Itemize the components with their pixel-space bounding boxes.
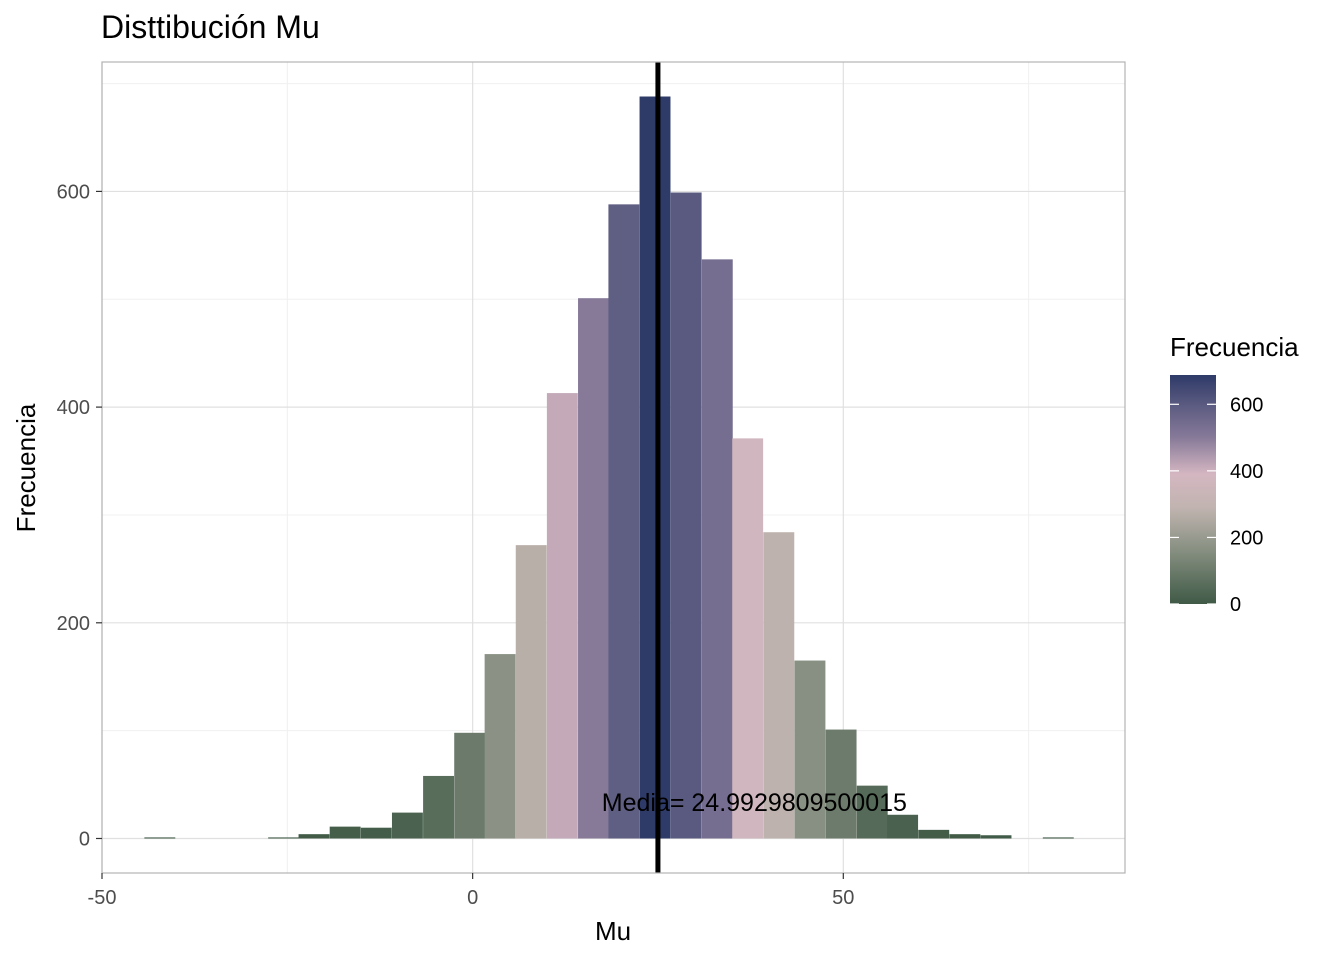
y-tick-label: 400: [57, 397, 90, 419]
histogram-bar: [639, 96, 671, 839]
histogram-bar: [856, 785, 888, 839]
histogram-bar: [298, 834, 330, 839]
x-axis-ticks: -50 0 50: [88, 873, 854, 909]
histogram-bar: [980, 835, 1012, 839]
histogram-bar: [329, 826, 361, 839]
histogram-bar: [701, 259, 733, 839]
histogram-bar: [918, 829, 950, 839]
y-tick-label: 0: [79, 828, 90, 850]
histogram-bar: [144, 837, 176, 839]
x-tick-label: 50: [832, 887, 854, 909]
y-tick-label: 200: [57, 613, 90, 635]
histogram-bars: [144, 96, 1074, 839]
x-tick-label: 0: [467, 887, 478, 909]
legend-tick-label: 200: [1230, 527, 1263, 549]
chart-title: Disttibución Mu: [101, 9, 320, 45]
y-axis-ticks: 0 200 400 600: [57, 181, 102, 850]
histogram-bar: [949, 834, 981, 839]
histogram-bar: [578, 298, 609, 839]
histogram-bar: [268, 837, 300, 839]
y-tick-label: 600: [57, 181, 90, 203]
histogram-bar: [732, 438, 764, 839]
histogram-bar: [546, 393, 578, 839]
mean-annotation: Media= 24.9929809500015: [602, 789, 907, 817]
legend-tick-label: 600: [1230, 394, 1263, 416]
y-axis-title: Frecuencia: [11, 403, 41, 532]
legend-tick-label: 0: [1230, 594, 1241, 616]
histogram-bar: [608, 204, 640, 839]
x-tick-label: -50: [88, 887, 117, 909]
histogram-bar: [794, 660, 826, 839]
legend-tick-label: 400: [1230, 461, 1263, 483]
histogram-bar: [1042, 837, 1074, 839]
legend-colorbar: [1170, 375, 1216, 604]
histogram-bar: [484, 654, 516, 839]
legend-title: Frecuencia: [1170, 332, 1299, 362]
x-axis-title: Mu: [595, 916, 631, 946]
histogram-bar: [887, 814, 919, 839]
histogram-bar: [360, 827, 392, 839]
histogram-bar: [515, 545, 547, 839]
histogram-bar: [391, 812, 423, 839]
plot-panel-border: [101, 61, 1126, 874]
legend-ticks: 0 200 400 600: [1170, 394, 1263, 616]
histogram-bar: [670, 192, 702, 839]
histogram-bar: [763, 532, 795, 839]
histogram-bar: [423, 775, 455, 839]
histogram-bar: [825, 729, 857, 839]
histogram-bar: [454, 732, 486, 839]
